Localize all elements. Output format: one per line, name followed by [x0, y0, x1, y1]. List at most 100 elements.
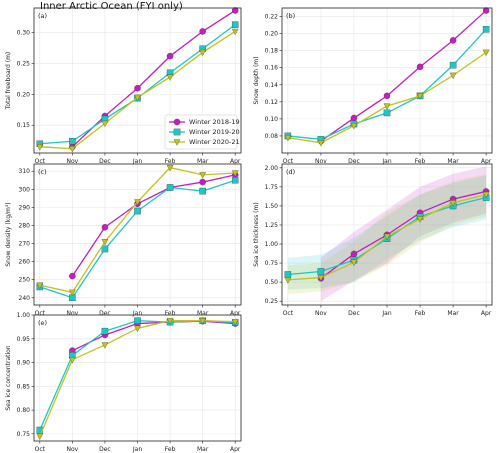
x-tick-label: Nov — [315, 158, 327, 165]
data-point — [383, 92, 391, 100]
x-tick-label: Oct — [283, 310, 294, 317]
data-point — [231, 177, 239, 184]
x-tick-label: Apr — [230, 446, 241, 453]
y-tick-label: 0.18 — [265, 48, 279, 55]
y-tick-label: 0.75 — [17, 431, 31, 438]
y-tick-label: 0.15 — [17, 122, 31, 129]
y-axis-label: Total freeboard (m) — [5, 52, 12, 111]
legend-entry: Winter 2020-21 — [189, 138, 240, 146]
y-tick-label: 250 — [19, 277, 31, 284]
y-tick-label: 0.25 — [265, 298, 279, 305]
data-point — [317, 274, 325, 282]
y-tick-label: 240 — [19, 295, 31, 302]
y-axis-label: Snow depth (m) — [253, 57, 260, 105]
x-tick-label: Dec — [348, 310, 360, 317]
panel-d: Oct Nov Dec Jan Feb Mar Apr 0.25 0.50 0.75 1.00 1.2… — [253, 163, 493, 317]
data-point — [199, 187, 206, 195]
data-point — [69, 357, 76, 364]
x-tick-label: Jan — [132, 310, 142, 317]
data-point — [231, 28, 239, 36]
panel-label: (d) — [286, 168, 295, 176]
data-point — [134, 317, 141, 324]
data-point — [284, 271, 292, 278]
y-tick-label: 260 — [19, 259, 31, 266]
x-tick-label: Oct — [35, 310, 46, 317]
data-point — [231, 7, 239, 14]
data-point — [36, 433, 44, 440]
data-point — [449, 61, 457, 69]
figure-title: Inner Arctic Ocean (FYI only) — [40, 1, 183, 12]
x-tick-label: Dec — [99, 310, 111, 317]
y-tick-label: 0.14 — [265, 82, 279, 89]
x-tick-label: Mar — [197, 310, 209, 317]
data-point — [101, 239, 109, 246]
y-tick-label: 300 — [19, 186, 31, 193]
data-point — [101, 120, 109, 128]
data-point — [416, 93, 424, 100]
data-point — [317, 268, 325, 275]
legend-box — [164, 114, 238, 150]
y-tick-label: 270 — [19, 241, 31, 248]
data-point — [482, 49, 490, 57]
x-tick-label: Apr — [230, 310, 241, 317]
data-point — [416, 216, 424, 223]
data-point — [383, 103, 391, 110]
data-point — [166, 318, 174, 325]
data-point — [449, 37, 457, 44]
data-point — [166, 164, 174, 172]
x-tick-label: Feb — [165, 158, 176, 165]
uncertainty-band — [320, 166, 487, 302]
y-tick-label: 0.20 — [265, 31, 279, 38]
y-tick-label: 0.50 — [265, 279, 279, 286]
data-point — [101, 245, 109, 253]
y-tick-label: 1.00 — [17, 312, 31, 319]
panel-c: Oct Nov Dec Jan Feb Mar Apr 240 250 260 270 280 290 3… — [5, 163, 242, 317]
data-point — [134, 94, 141, 102]
legend: Winter 2018-19 Winter 2019-20 Winter 2020-… — [164, 114, 240, 150]
x-tick-label: Dec — [99, 158, 111, 165]
x-tick-label: Jan — [381, 310, 391, 317]
y-tick-label: 310 — [19, 168, 31, 175]
data-point — [101, 327, 109, 335]
x-tick-label: Feb — [165, 446, 176, 453]
data-point — [199, 178, 206, 186]
data-point — [166, 52, 174, 60]
y-tick-label: 0.22 — [265, 14, 279, 21]
y-tick-label: 0.30 — [17, 30, 31, 37]
data-point — [134, 207, 141, 215]
x-tick-label: Apr — [230, 158, 241, 165]
data-point — [350, 114, 358, 122]
x-tick-label: Mar — [447, 158, 459, 165]
data-point — [166, 184, 174, 191]
y-tick-label: 0.95 — [17, 336, 31, 343]
x-tick-label: Feb — [415, 158, 426, 165]
x-tick-label: Apr — [481, 158, 492, 165]
y-tick-label: 280 — [19, 222, 31, 229]
y-tick-label: 0.20 — [17, 91, 31, 98]
x-tick-label: Nov — [315, 310, 327, 317]
legend-entry: Winter 2019-20 — [189, 128, 240, 136]
data-point — [383, 109, 391, 117]
data-point — [36, 144, 44, 151]
x-tick-label: Mar — [447, 310, 459, 317]
data-point — [199, 172, 206, 179]
data-point — [284, 135, 292, 142]
data-point — [69, 272, 76, 280]
series-line — [71, 174, 236, 277]
x-tick-label: Nov — [67, 158, 79, 165]
y-tick-label: 1.50 — [265, 203, 279, 210]
data-point — [199, 49, 206, 57]
panel-b: Oct Nov Dec Jan Feb Mar Apr 0.08 0.10 0.12 0.14 0.1… — [253, 7, 493, 165]
x-tick-label: Dec — [348, 158, 360, 165]
y-tick-label: 1.00 — [265, 241, 279, 248]
legend-marker — [173, 118, 181, 126]
x-tick-label: Oct — [35, 446, 46, 453]
data-point — [69, 146, 76, 153]
y-tick-label: 1.75 — [265, 184, 279, 191]
data-point — [134, 199, 141, 206]
data-point — [449, 200, 457, 207]
data-point — [166, 74, 174, 81]
panel-e: Oct Nov Dec Jan Feb Mar Apr 0.75 0.80 0.85 0.90 0.9… — [5, 312, 242, 453]
y-tick-label: 1.25 — [265, 222, 279, 229]
